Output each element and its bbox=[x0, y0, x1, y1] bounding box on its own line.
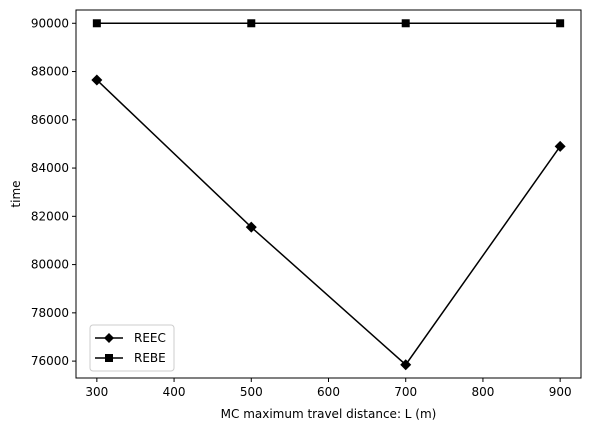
x-tick-label: 900 bbox=[549, 385, 572, 399]
y-tick-label: 86000 bbox=[31, 113, 69, 127]
legend-label-rebe: REBE bbox=[134, 351, 166, 365]
data-point-reec bbox=[91, 74, 103, 86]
series-layer bbox=[91, 19, 566, 371]
y-tick-label: 80000 bbox=[31, 258, 69, 272]
series-line-reec bbox=[96, 79, 561, 366]
x-tick-label: 800 bbox=[471, 385, 494, 399]
y-tick-label: 76000 bbox=[31, 354, 69, 368]
data-point-reec bbox=[400, 359, 412, 371]
y-tick-label: 82000 bbox=[31, 209, 69, 223]
data-point-rebe bbox=[401, 19, 410, 28]
data-point-rebe bbox=[247, 19, 256, 28]
legend-marker-rebe bbox=[105, 354, 113, 362]
data-point-reec bbox=[245, 221, 257, 233]
legend: REEC REBE bbox=[89, 324, 175, 372]
y-tick-label: 90000 bbox=[31, 16, 69, 30]
x-tick-label: 500 bbox=[240, 385, 263, 399]
legend-label-reec: REEC bbox=[134, 331, 166, 345]
x-tick-label: 300 bbox=[85, 385, 108, 399]
plot-frame bbox=[75, 9, 582, 379]
data-point-reec bbox=[554, 140, 566, 152]
y-axis-label: time bbox=[9, 180, 23, 207]
y-tick-label: 88000 bbox=[31, 65, 69, 79]
x-tick-label: 600 bbox=[317, 385, 340, 399]
x-tick-label: 700 bbox=[394, 385, 417, 399]
data-point-rebe bbox=[92, 19, 101, 28]
data-point-rebe bbox=[556, 19, 565, 28]
y-tick-label: 78000 bbox=[31, 306, 69, 320]
y-tick-label: 84000 bbox=[31, 161, 69, 175]
legend-marker-reec bbox=[104, 333, 114, 343]
x-axis-label: MC maximum travel distance: L (m) bbox=[221, 407, 437, 421]
x-tick-label: 400 bbox=[163, 385, 186, 399]
ticks-layer: 300 400 500 600 700 800 900 76000 78000 80000 8200… bbox=[31, 16, 572, 399]
